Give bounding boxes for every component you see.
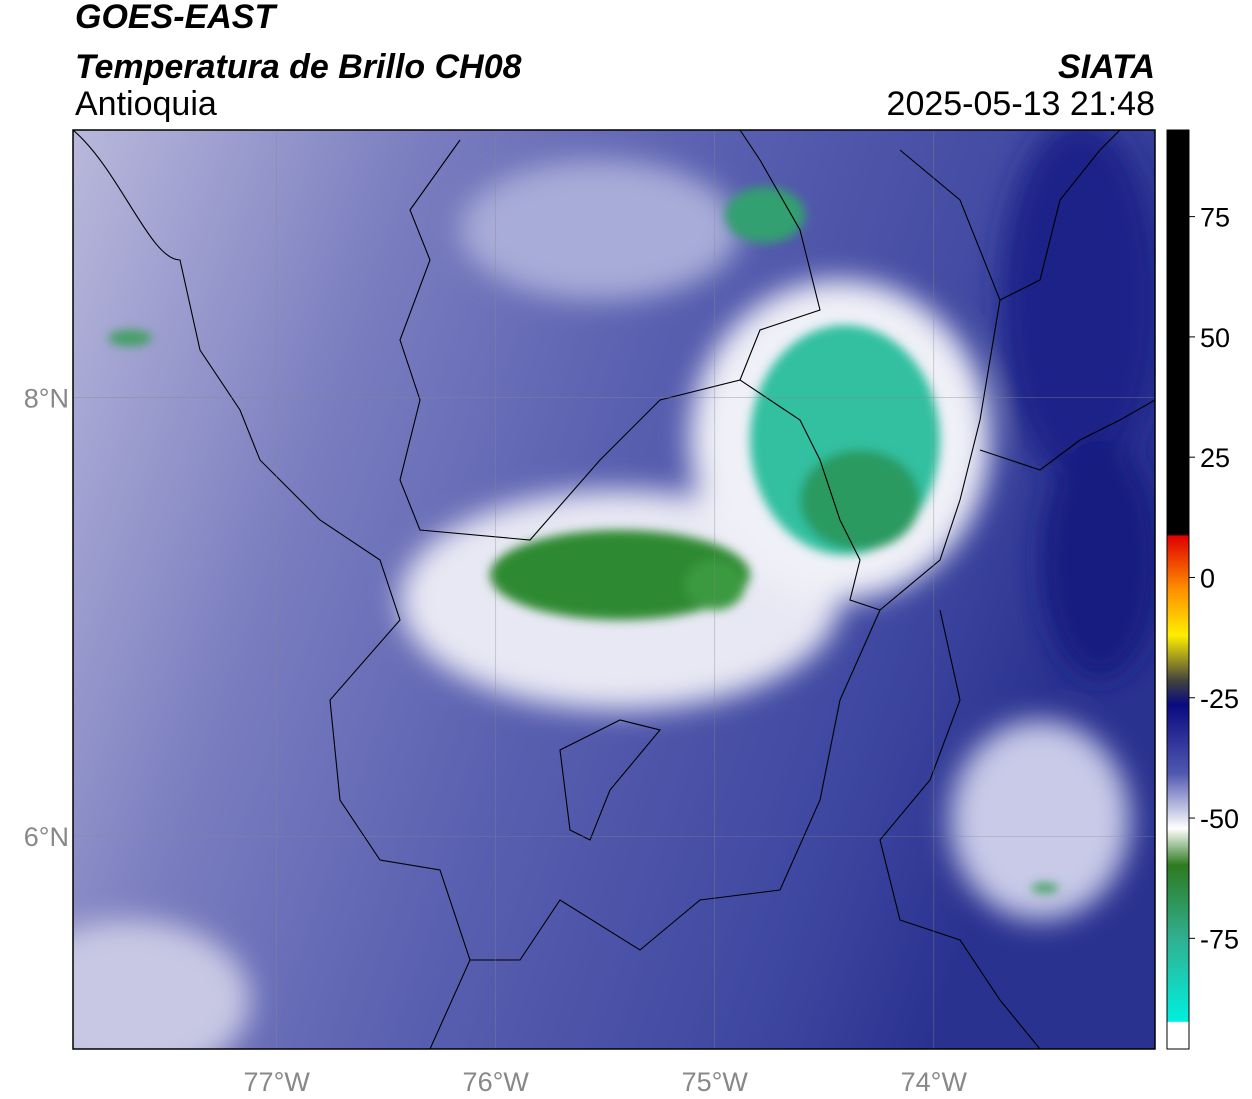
colorbar-tick-label: -50 (1200, 804, 1239, 834)
map-frame (72, 129, 1156, 1050)
x-tick-label: 76°W (463, 1067, 530, 1097)
colorbar-tick-label: 25 (1200, 443, 1230, 473)
datetime: 2025-05-13 21:48 (887, 85, 1155, 123)
colorbar-tick-label: -25 (1200, 684, 1239, 714)
x-tick-label: 75°W (682, 1067, 749, 1097)
x-tick-label: 77°W (244, 1067, 311, 1097)
map-image (73, 130, 1155, 1049)
colorbar-tick-label: 50 (1200, 323, 1230, 353)
source: SIATA (1058, 48, 1155, 86)
colorbar-tick-label: 75 (1200, 203, 1230, 233)
region: Antioquia (75, 85, 217, 123)
colorbar (1166, 129, 1190, 1050)
colorbar-tick-label: 0 (1200, 563, 1215, 593)
title: GOES-EAST (75, 0, 278, 36)
y-tick-label: 6°N (24, 822, 69, 852)
x-tick-label: 74°W (901, 1067, 968, 1097)
y-tick-label: 8°N (24, 384, 69, 414)
colorbar-tick-label: -75 (1200, 924, 1239, 954)
subtitle: Temperatura de Brillo CH08 (75, 48, 522, 86)
